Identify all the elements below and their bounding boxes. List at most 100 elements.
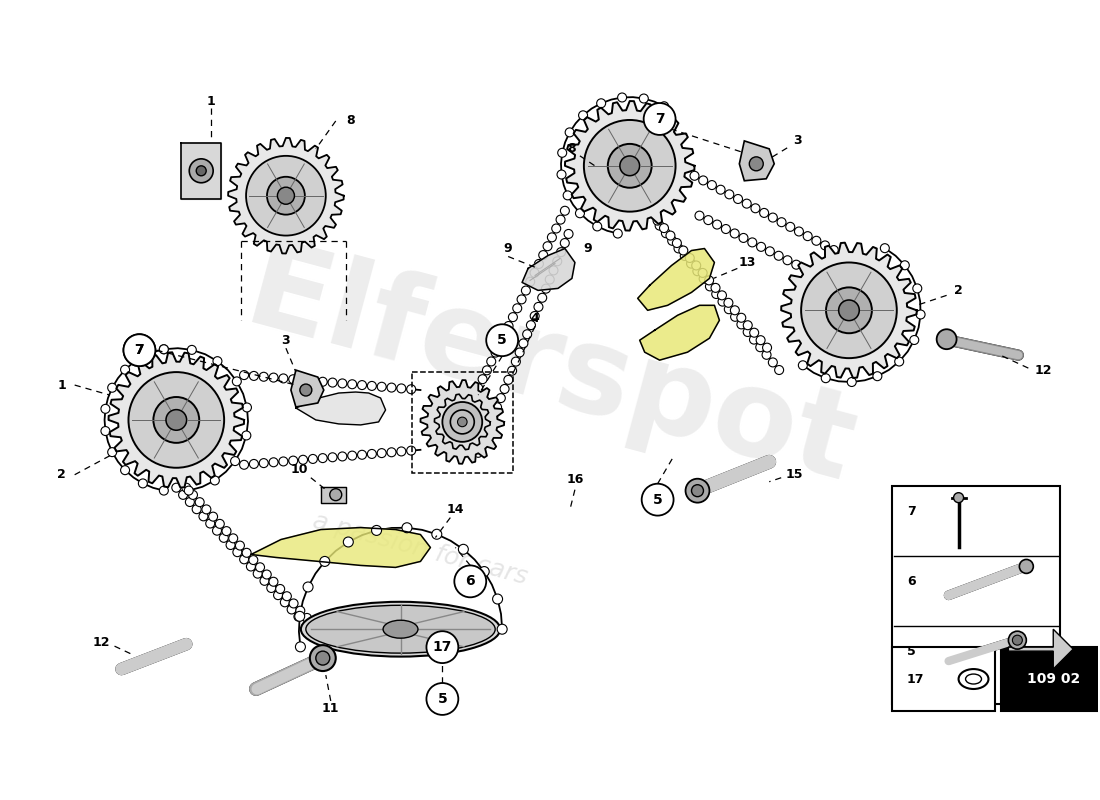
Circle shape [698,176,707,185]
Circle shape [129,372,224,468]
Circle shape [260,372,268,382]
Text: 4: 4 [530,312,539,325]
Circle shape [769,213,778,222]
Circle shape [563,191,572,200]
Circle shape [565,128,574,137]
Circle shape [160,345,168,354]
Circle shape [700,274,708,283]
Text: 5: 5 [652,493,662,506]
Circle shape [617,93,627,102]
Circle shape [692,485,704,497]
Circle shape [734,194,742,203]
Circle shape [508,313,517,322]
Circle shape [812,236,821,246]
Circle shape [639,94,648,103]
Circle shape [260,458,268,467]
Circle shape [320,557,330,566]
Circle shape [512,357,520,366]
Circle shape [260,576,270,586]
Circle shape [722,225,730,234]
Circle shape [187,346,196,354]
Circle shape [279,457,288,466]
Circle shape [705,282,714,291]
Circle shape [219,534,229,542]
Text: 2: 2 [57,468,66,482]
Circle shape [769,358,778,367]
Circle shape [766,247,774,256]
Circle shape [478,374,487,384]
Text: 7: 7 [134,343,144,357]
Circle shape [507,366,517,375]
Polygon shape [565,101,694,230]
Circle shape [527,321,536,330]
Circle shape [660,102,669,110]
Circle shape [308,377,318,386]
Circle shape [270,458,278,466]
Circle shape [240,555,249,564]
Text: 2: 2 [954,284,962,297]
Circle shape [302,614,311,622]
Text: 1: 1 [57,378,66,391]
Circle shape [801,262,896,358]
Circle shape [717,291,726,300]
Circle shape [803,232,812,241]
Text: 3: 3 [282,334,290,346]
Polygon shape [420,380,504,464]
Circle shape [730,229,739,238]
Circle shape [189,159,213,182]
Circle shape [298,455,308,464]
Circle shape [546,275,554,284]
Circle shape [666,231,675,240]
Circle shape [913,284,922,293]
Polygon shape [321,486,345,502]
FancyBboxPatch shape [1001,647,1100,711]
Circle shape [262,570,272,579]
Circle shape [549,266,558,275]
Circle shape [826,287,872,334]
Circle shape [454,566,486,598]
Text: 8: 8 [346,114,355,127]
Text: 5: 5 [906,645,915,658]
Ellipse shape [966,674,981,684]
Circle shape [737,314,746,322]
Circle shape [653,216,662,225]
Circle shape [294,612,302,621]
Circle shape [762,343,771,352]
Circle shape [123,334,155,366]
Circle shape [288,456,298,465]
Circle shape [716,186,725,194]
Circle shape [530,268,539,278]
Circle shape [474,448,483,458]
Circle shape [255,562,264,572]
Circle shape [679,246,688,255]
Circle shape [713,220,722,229]
Circle shape [522,330,531,338]
Circle shape [783,256,792,265]
Circle shape [235,541,244,550]
Circle shape [686,259,695,268]
Circle shape [246,562,255,571]
Circle shape [749,157,763,170]
Polygon shape [522,249,575,290]
Circle shape [367,382,376,390]
Circle shape [496,394,505,402]
Circle shape [608,144,651,188]
Circle shape [296,642,306,652]
Circle shape [704,216,713,225]
Circle shape [485,421,494,430]
Text: 15: 15 [785,468,803,482]
Circle shape [538,294,547,302]
Circle shape [668,236,676,246]
Circle shape [692,261,701,270]
Circle shape [737,320,746,329]
Circle shape [427,631,459,663]
Circle shape [543,242,552,250]
Text: 1: 1 [207,94,216,107]
Circle shape [482,430,491,439]
Circle shape [774,251,783,260]
Circle shape [249,555,257,565]
Circle shape [838,300,859,321]
Circle shape [328,453,337,462]
Circle shape [231,457,240,466]
Circle shape [182,483,190,492]
